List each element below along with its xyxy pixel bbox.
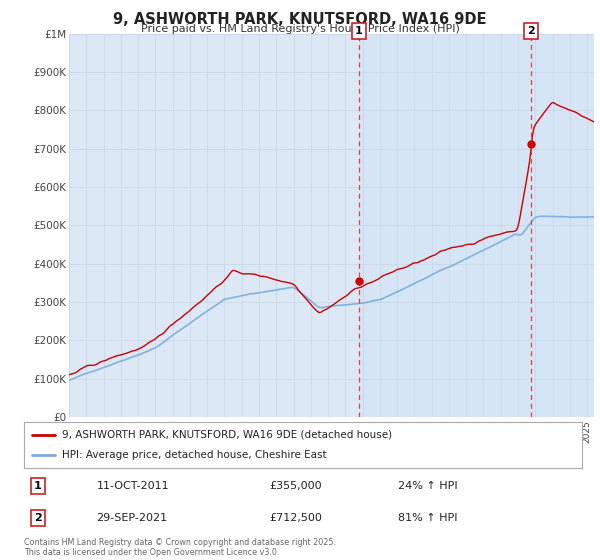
Text: 81% ↑ HPI: 81% ↑ HPI (398, 513, 457, 523)
Text: 2: 2 (527, 26, 535, 36)
Text: Contains HM Land Registry data © Crown copyright and database right 2025.
This d: Contains HM Land Registry data © Crown c… (24, 538, 336, 557)
Text: 9, ASHWORTH PARK, KNUTSFORD, WA16 9DE: 9, ASHWORTH PARK, KNUTSFORD, WA16 9DE (113, 12, 487, 27)
Text: 11-OCT-2011: 11-OCT-2011 (97, 481, 169, 491)
Text: 24% ↑ HPI: 24% ↑ HPI (398, 481, 457, 491)
Text: 2: 2 (34, 513, 42, 523)
Text: Price paid vs. HM Land Registry's House Price Index (HPI): Price paid vs. HM Land Registry's House … (140, 24, 460, 34)
Text: 1: 1 (355, 26, 363, 36)
Text: 29-SEP-2021: 29-SEP-2021 (97, 513, 167, 523)
Text: 1: 1 (34, 481, 42, 491)
Text: £712,500: £712,500 (269, 513, 322, 523)
Text: HPI: Average price, detached house, Cheshire East: HPI: Average price, detached house, Ches… (62, 450, 326, 460)
Text: 9, ASHWORTH PARK, KNUTSFORD, WA16 9DE (detached house): 9, ASHWORTH PARK, KNUTSFORD, WA16 9DE (d… (62, 430, 392, 440)
Text: £355,000: £355,000 (269, 481, 322, 491)
Bar (359, 34, 594, 417)
